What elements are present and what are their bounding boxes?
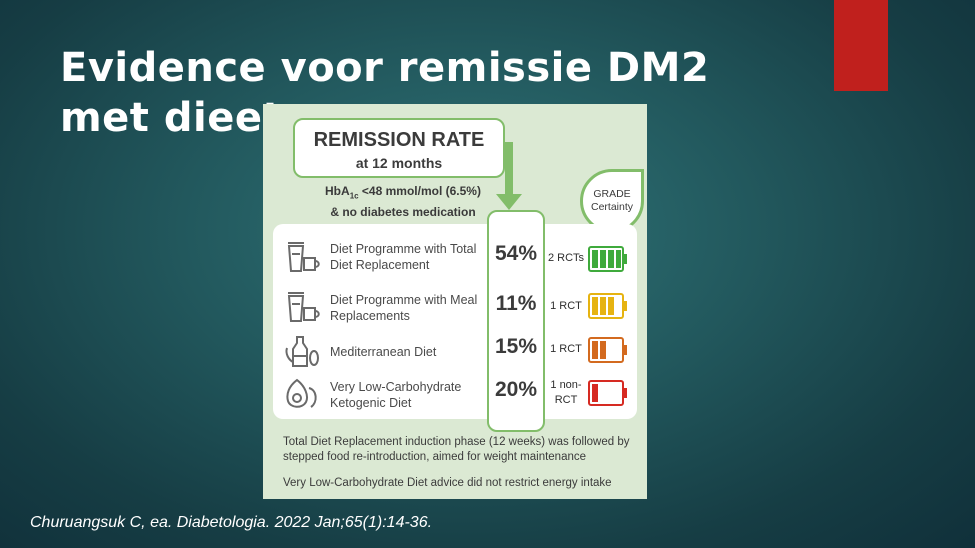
certainty-battery-high-icon [588, 246, 627, 272]
certainty-battery-moderate-icon [588, 293, 627, 319]
certainty-label: Certainty [590, 201, 633, 213]
footnote-low-carb: Very Low-Carbohydrate Diet advice did no… [283, 477, 612, 489]
grade-label: GRADE [593, 188, 631, 200]
diet-label: Diet Programme with Total Diet Replaceme… [330, 242, 477, 272]
evidence-count: 1 RCT [550, 343, 582, 355]
remission-criteria: HbA1c <48 mmol/mol (6.5%) & no diabetes … [303, 183, 503, 220]
remission-percent: 54% [494, 242, 538, 265]
remission-percent: 15% [494, 335, 538, 358]
diet-label: Diet Programme with Meal Replacements [330, 293, 478, 323]
remission-infographic: REMISSION RATE at 12 months HbA1c <48 mm… [263, 104, 647, 499]
evidence-count: 1 RCT [550, 300, 582, 312]
evidence-count: 1 non-RCT [550, 379, 582, 406]
certainty-battery-low-icon [588, 337, 627, 363]
olive-oil-bottle-icon [285, 336, 319, 367]
diet-label: Mediterranean Diet [330, 345, 437, 359]
remission-rate-header: REMISSION RATE at 12 months [293, 118, 505, 178]
certainty-battery-very-low-icon [588, 380, 627, 406]
shake-mug-icon [287, 292, 320, 322]
remission-percent: 11% [495, 292, 537, 315]
header-title: REMISSION RATE [313, 129, 485, 151]
footnote-total-diet-replacement: Total Diet Replacement induction phase (… [283, 436, 630, 463]
diet-list [273, 224, 637, 419]
percentage-column [487, 210, 545, 432]
diet-label: Very Low-Carbohydrate Ketogenic Diet [330, 380, 462, 410]
grade-certainty-badge: GRADE Certainty [580, 169, 644, 233]
header-subtitle: at 12 months [355, 155, 443, 171]
criteria-line-1: HbA1c <48 mmol/mol (6.5%) [325, 184, 481, 201]
remission-percent: 20% [494, 378, 538, 401]
shake-mug-icon [287, 242, 320, 272]
avocado-icon [286, 378, 317, 408]
accent-bar [834, 0, 888, 91]
criteria-line-2: & no diabetes medication [330, 205, 476, 220]
slide-title: Evidence voor remissie DM2 met dieet [60, 45, 710, 141]
evidence-count: 2 RCTs [547, 252, 585, 264]
citation: Churuangsuk C, ea. Diabetologia. 2022 Ja… [30, 514, 433, 531]
